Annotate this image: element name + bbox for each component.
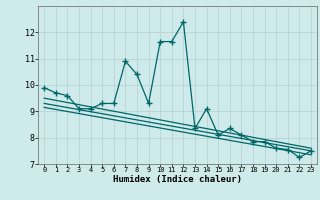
X-axis label: Humidex (Indice chaleur): Humidex (Indice chaleur) (113, 175, 242, 184)
